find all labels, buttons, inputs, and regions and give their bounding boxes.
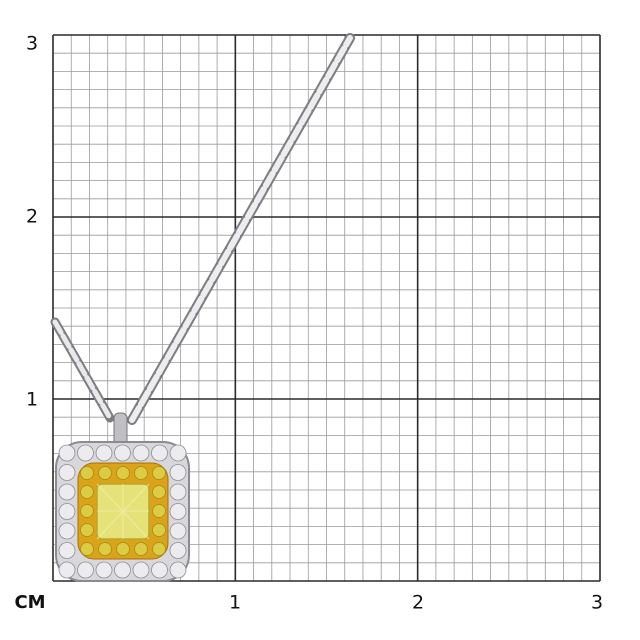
yellow-diamond xyxy=(116,542,130,556)
white-diamond xyxy=(169,522,187,540)
white-diamond xyxy=(95,444,113,462)
yellow-diamond xyxy=(80,523,94,537)
yellow-diamond xyxy=(98,466,112,480)
white-diamond xyxy=(132,561,150,579)
white-diamond xyxy=(58,561,76,579)
necklace-chain xyxy=(50,33,355,425)
yellow-diamond xyxy=(80,466,94,480)
measurement-grid xyxy=(52,34,601,582)
white-diamonds xyxy=(58,444,187,579)
white-diamond xyxy=(151,444,168,462)
white-diamond xyxy=(58,503,76,520)
yellow-diamond xyxy=(152,485,166,499)
white-diamond xyxy=(169,444,187,462)
yellow-diamond xyxy=(80,485,94,499)
white-diamond xyxy=(58,464,76,481)
pendant xyxy=(55,412,190,582)
white-diamond xyxy=(95,561,113,579)
yellow-diamond xyxy=(80,504,94,518)
white-diamond xyxy=(114,561,131,579)
white-diamond xyxy=(169,542,187,559)
yellow-diamond xyxy=(152,523,166,537)
unit-label: CM xyxy=(14,592,46,613)
y-tick-3: 3 xyxy=(25,32,39,55)
white-diamond xyxy=(151,561,168,579)
yellow-diamonds xyxy=(80,466,166,556)
white-diamond xyxy=(114,444,131,462)
white-diamond xyxy=(169,561,187,579)
white-diamond xyxy=(132,444,150,462)
yellow-diamond xyxy=(152,504,166,518)
x-tick-1: 1 xyxy=(228,591,242,614)
y-tick-1: 1 xyxy=(25,388,39,411)
yellow-diamond xyxy=(152,466,166,480)
white-diamond xyxy=(169,503,187,520)
white-diamond xyxy=(169,483,187,501)
white-diamond xyxy=(77,444,94,462)
yellow-diamond xyxy=(80,542,94,556)
white-diamond xyxy=(77,561,94,579)
yellow-diamond xyxy=(134,542,148,556)
yellow-diamond xyxy=(134,466,148,480)
yellow-diamond xyxy=(152,542,166,556)
x-tick-3: 3 xyxy=(590,591,604,614)
yellow-diamond xyxy=(116,466,130,480)
yellow-diamond xyxy=(98,542,112,556)
white-diamond xyxy=(58,444,76,462)
white-diamond xyxy=(58,483,76,501)
x-tick-2: 2 xyxy=(411,591,425,614)
y-tick-2: 2 xyxy=(25,205,39,228)
white-diamond xyxy=(58,542,76,559)
white-diamond xyxy=(58,522,76,540)
white-diamond xyxy=(169,464,187,481)
